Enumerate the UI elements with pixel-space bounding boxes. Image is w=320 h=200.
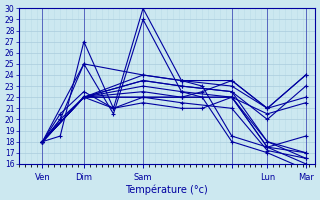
X-axis label: Température (°c): Température (°c): [125, 185, 208, 195]
